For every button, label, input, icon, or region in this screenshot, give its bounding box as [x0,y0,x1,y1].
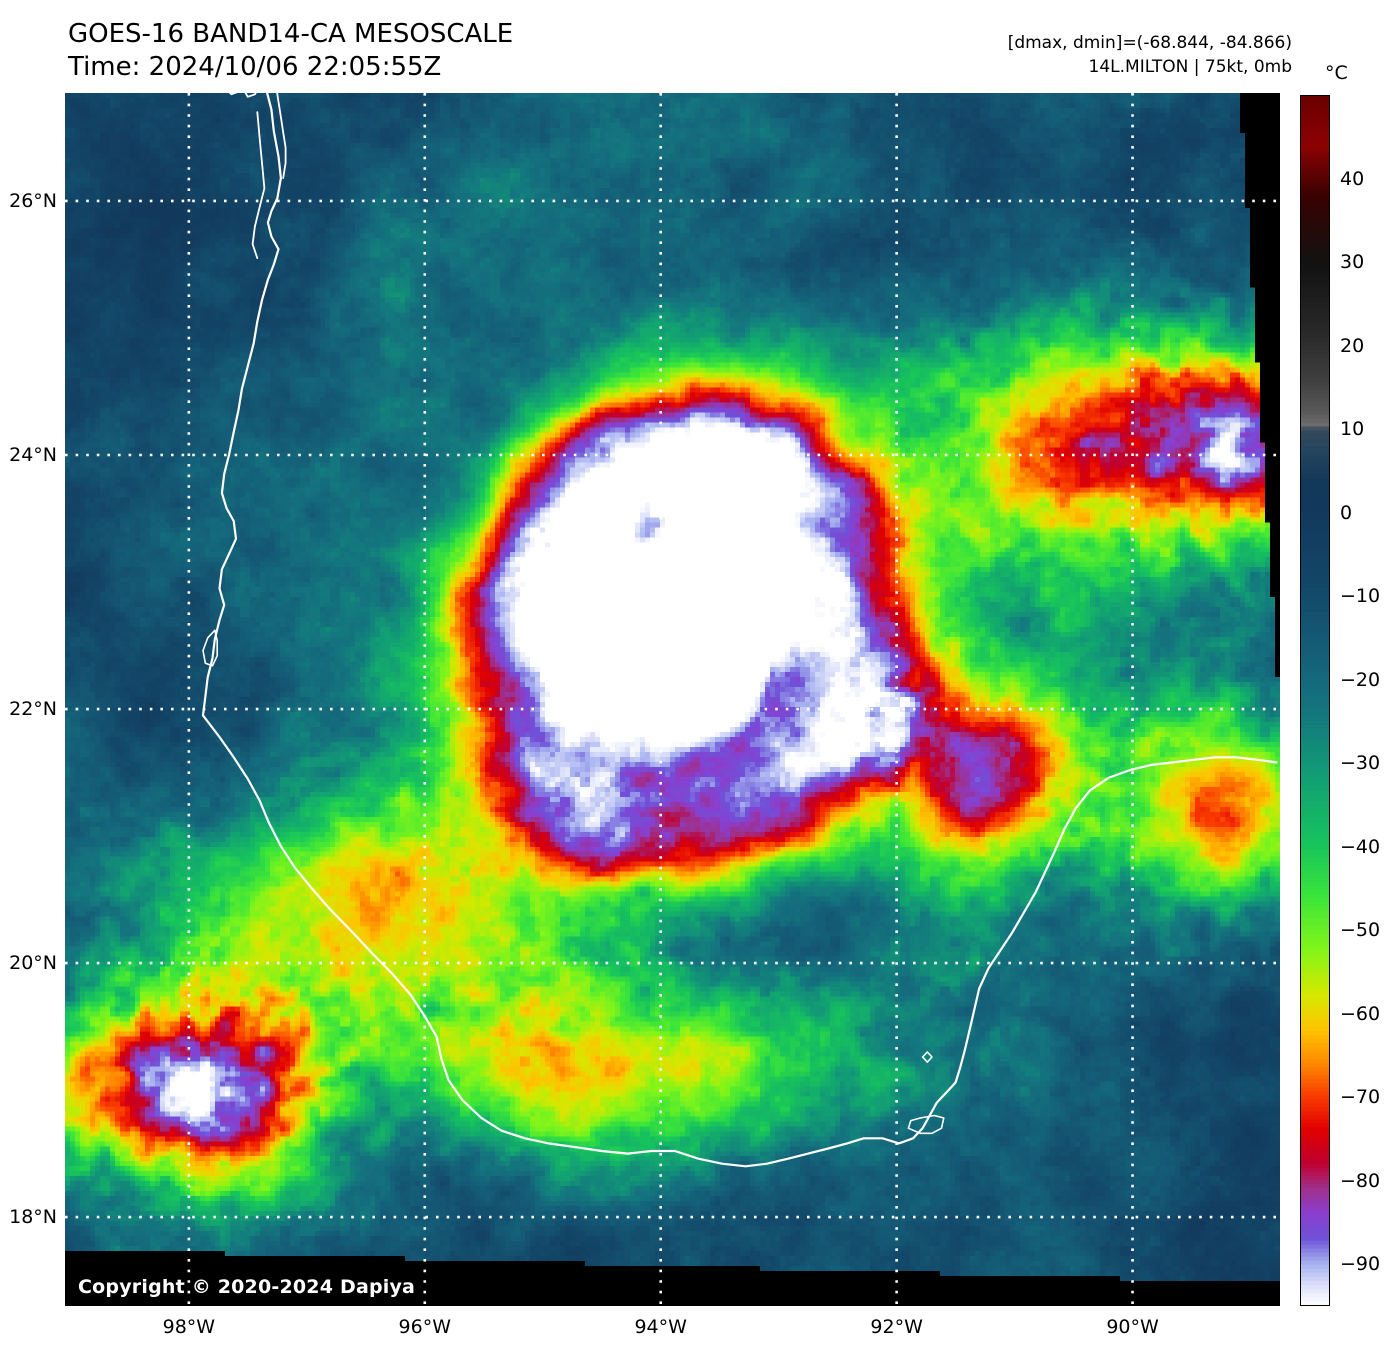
coastline-isla-campeche [921,1051,933,1063]
colorbar-tick-label: 40 [1340,167,1365,190]
coastline-inlet-north [244,93,257,98]
metadata-block: [dmax, dmin]=(-68.844, -84.866) 14L.MILT… [1008,31,1292,79]
coastline-lagoon-tampico [202,629,218,667]
colorbar-gradient [1301,96,1329,1306]
colorbar-tick-label: −80 [1340,1169,1381,1192]
latitude-tick-label: 20°N [9,952,57,975]
latitude-tick-label: 26°N [9,189,57,212]
longitude-tick-label: 92°W [870,1316,923,1338]
latitude-tick-label: 24°N [9,443,57,466]
coastline-laguna-terminos [907,1114,945,1135]
latitude-tick-label: 18°N [9,1206,57,1229]
colorbar-tick-label: −90 [1340,1253,1381,1276]
coastline-laguna-madre [251,111,266,259]
colorbar-tick-label: −60 [1340,1002,1381,1025]
coastline-mexico-gulf [201,93,1278,1168]
satellite-imagery-canvas [65,93,1280,1306]
colorbar-tick-label: 0 [1340,501,1353,524]
colorbar-unit-label: °C [1325,62,1348,84]
title-block: GOES-16 BAND14-CA MESOSCALE Time: 2024/1… [68,18,513,84]
colorbar-tick-label: 20 [1340,334,1365,357]
colorbar-tick-label: 10 [1340,418,1365,441]
latitude-tick-label: 22°N [9,698,57,721]
colorbar-tick-label: −70 [1340,1086,1381,1109]
longitude-tick-label: 90°W [1106,1316,1159,1338]
colorbar-tick-label: −40 [1340,835,1381,858]
colorbar-tick-label: 30 [1340,251,1365,274]
storm-info-label: 14L.MILTON | 75kt, 0mb [1088,57,1292,77]
colorbar-tick-label: −50 [1340,919,1381,942]
copyright-label: Copyright © 2020-2024 Dapiya [78,1276,416,1298]
longitude-tick-label: 94°W [634,1316,687,1338]
coastline-padre-island [276,93,287,179]
longitude-tick-label: 98°W [162,1316,216,1338]
longitude-tick-label: 96°W [398,1316,452,1338]
colorbar-tick-label: −30 [1340,752,1381,775]
colorbar [1300,95,1330,1306]
coastline-overlay [201,93,1278,1168]
satellite-image-plot [65,93,1280,1306]
page-title: GOES-16 BAND14-CA MESOSCALE [68,19,514,49]
ir-brightness-temperature-raster [65,93,1280,1306]
colorbar-tick-label: −20 [1340,668,1381,691]
data-minmax-label: [dmax, dmin]=(-68.844, -84.866) [1007,33,1292,53]
colorbar-tick-label: −10 [1340,585,1381,608]
timestamp-label: Time: 2024/10/06 22:05:55Z [68,52,442,82]
graticule-grid [65,93,1280,1306]
